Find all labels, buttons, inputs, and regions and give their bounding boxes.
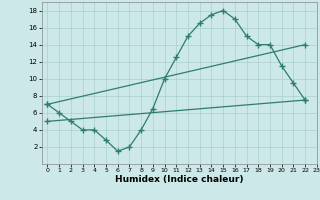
X-axis label: Humidex (Indice chaleur): Humidex (Indice chaleur) (115, 175, 244, 184)
